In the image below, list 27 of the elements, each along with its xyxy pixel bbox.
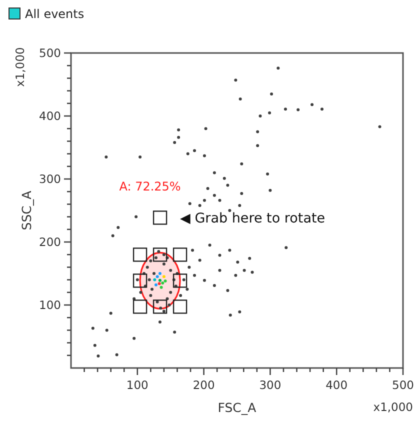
point [162, 275, 166, 278]
y-tick-label: 400 [39, 109, 61, 123]
legend-title: All events [25, 7, 84, 21]
point [154, 283, 158, 286]
text: x1,000 [13, 47, 27, 87]
point [158, 278, 162, 282]
x-tick-label: 300 [259, 378, 282, 392]
x-tick-label: 400 [326, 378, 348, 392]
x-tick-label: 200 [192, 378, 215, 392]
point [158, 272, 162, 275]
y-tick-label: 100 [39, 298, 61, 312]
point [158, 282, 161, 286]
x-tick-label: 500 [392, 378, 414, 392]
x-tick-label: 100 [126, 378, 148, 392]
y-tick-label: 200 [39, 235, 61, 249]
point [160, 286, 163, 289]
y-axis-title: SSC_A [19, 190, 34, 230]
point [161, 281, 164, 284]
y-tick-label: 500 [39, 46, 61, 60]
point [156, 275, 159, 278]
point [164, 280, 167, 283]
annotation: A: 72.25% [119, 180, 181, 194]
x-axis-title: FSC_A [218, 400, 257, 415]
text: x1,000 [373, 400, 413, 414]
point [153, 278, 156, 282]
y-tick-label: 300 [39, 172, 61, 186]
annotation: ◀ Grab here to rotate [180, 210, 326, 227]
